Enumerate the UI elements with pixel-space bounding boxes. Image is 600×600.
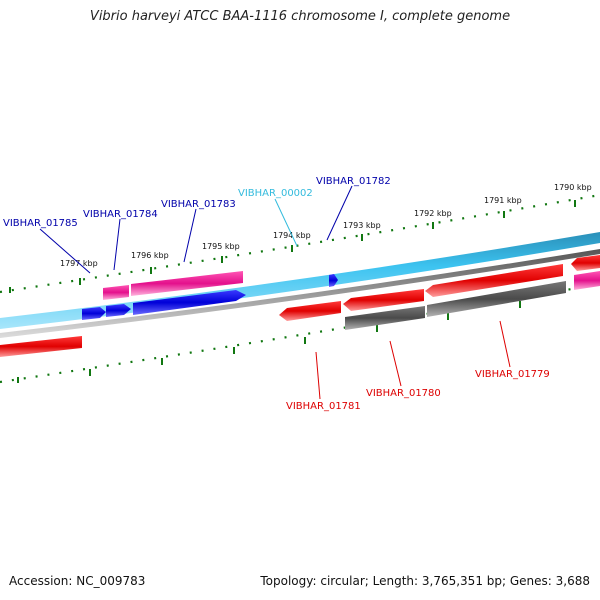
gene-label[interactable]: VIBHAR_01781 <box>286 401 361 412</box>
gene-vibhar-01785-arrow <box>82 307 106 320</box>
bottom-gene-labels: VIBHAR_01781 VIBHAR_01780 VIBHAR_01779 <box>286 369 550 412</box>
reverse-genes-outer <box>0 255 600 357</box>
leader-vibhar-01780 <box>389 340 402 387</box>
tick-label: 1792 kbp <box>414 209 452 218</box>
outer-tick-ring <box>0 193 600 294</box>
gene-label[interactable]: VIBHAR_01780 <box>366 388 441 399</box>
gene-label[interactable]: VIBHAR_01784 <box>83 209 158 220</box>
gene-vibhar-01779-arrow <box>425 264 563 297</box>
gene-label[interactable]: VIBHAR_01783 <box>161 199 236 210</box>
leader-vibhar-01782 <box>326 185 353 241</box>
genome-stats-label: Topology: circular; Length: 3,765,351 bp… <box>260 574 590 588</box>
top-leader-lines <box>39 185 353 274</box>
forward-genes-outer <box>103 271 600 300</box>
gene-vibhar-01784-block <box>103 285 129 300</box>
leader-vibhar-01783 <box>183 208 197 263</box>
leader-vibhar-01779 <box>499 320 511 368</box>
forward-genes-inner <box>82 274 338 320</box>
gene-vibhar-01782-arrow <box>329 274 338 287</box>
gene-vibhar-01780-arrow <box>343 289 424 311</box>
gene-right-red-arrow <box>571 255 600 271</box>
tick-label: 1796 kbp <box>131 251 169 260</box>
gene-vibhar-01783-arrow <box>133 290 246 315</box>
inner-tick-ring <box>0 282 600 384</box>
gene-label[interactable]: VIBHAR_01779 <box>475 369 550 380</box>
gene-vibhar-01783-block <box>131 271 243 296</box>
accession-label: Accession: NC_009783 <box>9 574 146 588</box>
leader-vibhar-00002 <box>274 198 298 247</box>
reverse-backbone-track <box>0 249 600 338</box>
gene-vibhar-01780-block <box>345 306 425 330</box>
map-title: Vibrio harveyi ATCC BAA-1116 chromosome … <box>89 9 511 24</box>
gene-right-pink-block <box>574 271 600 290</box>
gene-left-red-block <box>0 336 82 357</box>
tick-label: 1793 kbp <box>343 221 381 230</box>
tick-label: 1791 kbp <box>484 196 522 205</box>
gene-label[interactable]: VIBHAR_01785 <box>3 218 78 229</box>
leader-vibhar-01781 <box>315 351 321 400</box>
gene-vibhar-01784-arrow <box>106 304 131 317</box>
gene-label[interactable]: VIBHAR_01782 <box>316 176 391 187</box>
gene-vibhar-01781-arrow <box>279 301 341 321</box>
tick-label: 1795 kbp <box>202 242 240 251</box>
leader-vibhar-01785 <box>39 228 91 274</box>
gene-vibhar-01779-block <box>427 281 566 317</box>
gene-label[interactable]: VIBHAR_00002 <box>238 188 313 199</box>
bottom-leader-lines <box>315 320 511 400</box>
reverse-genes-inner <box>345 281 566 330</box>
tick-label: 1790 kbp <box>554 183 592 192</box>
leader-vibhar-01784 <box>113 218 121 271</box>
top-gene-labels: VIBHAR_01785 VIBHAR_01784 VIBHAR_01783 V… <box>3 176 391 229</box>
